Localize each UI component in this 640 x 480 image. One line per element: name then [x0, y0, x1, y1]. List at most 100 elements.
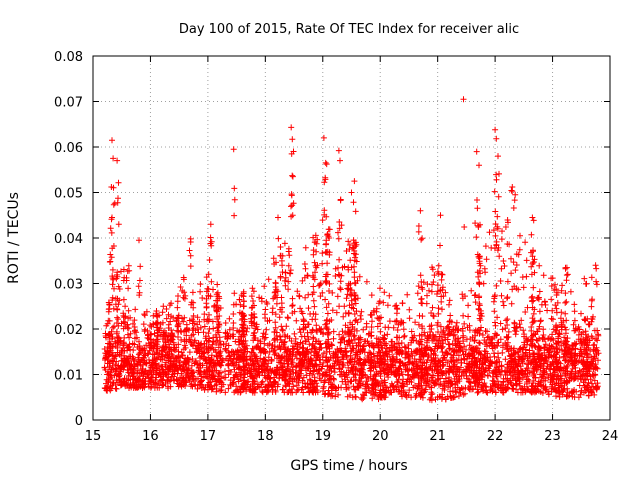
data-point: [368, 292, 375, 299]
data-point: [107, 258, 114, 265]
data-point: [454, 365, 460, 372]
data-point: [197, 288, 204, 295]
data-point: [308, 349, 314, 356]
data-point: [526, 347, 533, 354]
data-point: [109, 335, 115, 342]
data-point: [520, 327, 527, 334]
data-point: [536, 262, 543, 269]
data-point: [386, 318, 393, 325]
data-point: [278, 300, 285, 307]
data-point: [562, 310, 569, 317]
data-point: [311, 303, 318, 310]
data-point: [404, 291, 411, 298]
data-point: [281, 240, 288, 247]
data-point: [535, 294, 542, 301]
data-point: [277, 244, 284, 250]
data-point: [434, 282, 441, 289]
data-point: [274, 383, 281, 390]
data-point: [408, 328, 415, 335]
data-point: [423, 339, 430, 346]
data-point: [159, 382, 166, 389]
data-point: [490, 298, 497, 305]
data-point: [442, 289, 449, 296]
data-point: [251, 351, 258, 358]
data-point: [561, 364, 568, 371]
data-point: [125, 307, 132, 314]
data-point: [308, 381, 315, 388]
data-point: [206, 257, 213, 263]
data-point: [417, 272, 424, 279]
data-point: [230, 320, 237, 326]
data-point: [575, 370, 582, 376]
data-point: [306, 376, 313, 383]
data-point: [422, 333, 429, 339]
data-point: [316, 282, 322, 289]
data-point: [369, 318, 375, 325]
data-point: [474, 389, 481, 396]
data-point: [136, 338, 142, 345]
data-point: [437, 242, 443, 249]
data-point: [521, 339, 528, 346]
data-point: [294, 387, 301, 394]
data-point: [301, 261, 308, 267]
data-point: [550, 316, 556, 323]
data-point: [253, 344, 260, 351]
data-point: [322, 159, 329, 166]
data-point: [291, 330, 298, 337]
data-point: [351, 296, 358, 303]
data-point: [453, 389, 460, 396]
data-point: [492, 322, 499, 329]
data-point: [562, 299, 569, 306]
data-point: [514, 371, 521, 378]
data-point: [281, 277, 288, 284]
data-point: [570, 321, 577, 328]
data-point: [428, 347, 435, 354]
data-point: [260, 330, 267, 337]
data-point: [234, 389, 241, 396]
data-point: [497, 278, 504, 284]
data-point: [197, 324, 204, 331]
data-point: [288, 338, 295, 344]
data-point: [135, 283, 142, 290]
data-point: [555, 333, 562, 340]
data-point: [325, 330, 332, 337]
data-point: [231, 185, 238, 192]
data-point: [415, 223, 422, 229]
data-point: [250, 298, 256, 304]
data-point: [357, 312, 364, 319]
data-point: [273, 300, 280, 307]
data-point: [427, 363, 434, 370]
data-point: [305, 305, 312, 312]
data-point: [301, 333, 308, 340]
data-point: [536, 288, 543, 295]
data-point: [512, 327, 518, 334]
data-point: [506, 352, 513, 359]
data-point: [495, 339, 502, 346]
data-point: [429, 304, 436, 311]
data-point: [412, 319, 419, 326]
data-point: [283, 367, 290, 374]
data-point: [107, 251, 114, 258]
data-point: [163, 315, 170, 322]
data-point: [232, 348, 239, 355]
data-point: [489, 388, 496, 395]
data-point: [338, 347, 345, 354]
data-point: [483, 256, 490, 263]
data-point: [141, 345, 148, 352]
data-point: [513, 325, 520, 331]
data-point: [109, 349, 116, 356]
data-point: [500, 344, 506, 351]
data-point: [530, 318, 537, 325]
data-point: [209, 318, 216, 325]
data-point: [186, 349, 193, 356]
data-point: [595, 350, 602, 357]
data-point: [194, 314, 201, 321]
data-point: [369, 395, 376, 402]
x-tick-label: 17: [200, 429, 217, 444]
data-point: [381, 379, 388, 386]
data-point: [593, 344, 600, 351]
data-point: [135, 354, 141, 361]
data-point: [380, 299, 387, 306]
data-point: [419, 313, 426, 320]
data-points: [101, 96, 602, 404]
